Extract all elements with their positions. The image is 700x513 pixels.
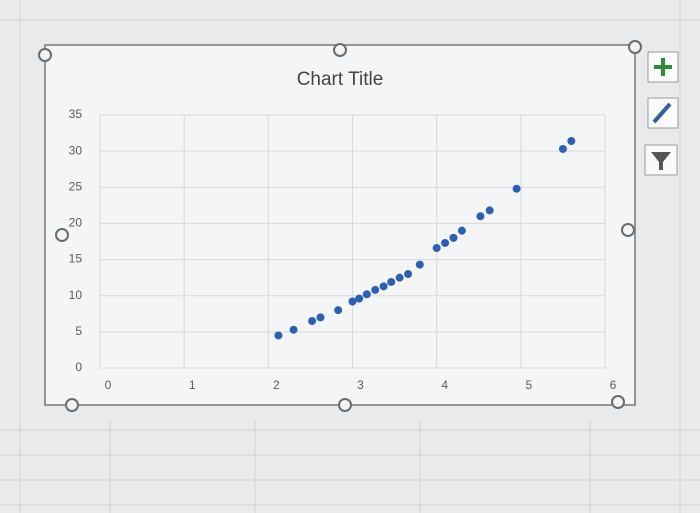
selection-handles (38, 40, 642, 412)
chart-area[interactable] (44, 44, 636, 406)
data-point (404, 270, 413, 279)
data-point (289, 325, 298, 334)
y-tick-label: 35 (69, 107, 83, 121)
x-tick-label: 5 (525, 378, 532, 392)
x-tick-label: 3 (357, 378, 364, 392)
data-point (371, 285, 380, 294)
y-tick-label: 15 (69, 252, 83, 266)
data-point (274, 331, 283, 340)
data-point (441, 238, 450, 247)
data-point (355, 294, 364, 303)
data-point (362, 290, 371, 299)
chart-styles-button[interactable] (647, 97, 679, 129)
y-tick-label: 0 (75, 360, 82, 374)
data-point (316, 313, 325, 322)
data-point (457, 226, 466, 235)
chart-title: Chart Title (297, 69, 384, 90)
y-tick-label: 20 (69, 216, 83, 230)
x-tick-label: 6 (610, 378, 617, 392)
data-point (379, 282, 388, 291)
data-point (476, 212, 485, 221)
data-point (567, 137, 576, 146)
x-tick-label: 4 (441, 378, 448, 392)
x-tick-label: 0 (105, 378, 112, 392)
y-tick-label: 25 (69, 179, 83, 193)
data-point (558, 144, 567, 153)
data-point (415, 260, 424, 269)
data-point (387, 277, 396, 286)
chart-elements-button[interactable] (647, 51, 679, 83)
chart-filters-button[interactable] (644, 144, 678, 176)
data-point (334, 306, 343, 315)
data-point (512, 184, 521, 193)
y-tick-label: 30 (69, 143, 83, 157)
data-point (432, 244, 441, 253)
data-point (395, 273, 404, 282)
x-tick-label: 1 (189, 378, 196, 392)
data-point (348, 297, 357, 306)
data-point (485, 206, 494, 215)
x-tick-label: 2 (273, 378, 280, 392)
y-tick-label: 5 (75, 324, 82, 338)
data-point (449, 233, 458, 242)
plot-area: 0 5 10 15 20 25 30 35 0 1 2 3 4 5 6 (69, 107, 617, 392)
y-tick-label: 10 (69, 288, 83, 302)
data-point (308, 317, 317, 326)
